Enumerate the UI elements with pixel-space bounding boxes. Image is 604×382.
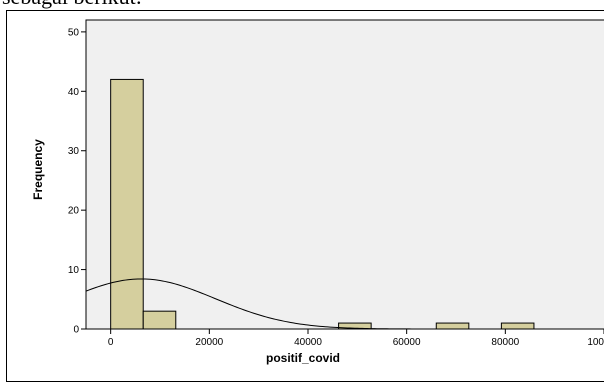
page-header-text: sebagai berikut: [2,0,142,10]
x-tick-label: 40000 [294,337,322,348]
y-tick-label: 50 [68,27,80,38]
histogram-bar-3 [435,322,470,330]
histogram-bar-4 [500,322,535,330]
y-axis-title: Frequency [31,139,45,200]
y-axis: 0 10 20 30 40 50 [68,20,87,336]
y-tick-label: 20 [68,206,80,217]
plot-area [85,19,604,330]
y-tick-label: 30 [68,146,80,157]
x-tick-label: 100000 [587,337,604,348]
histogram-bar-2 [338,322,372,330]
x-tick-label: 80000 [491,337,519,348]
x-tick-label: 0 [108,337,114,348]
y-tick-label: 40 [68,87,80,98]
histogram-bar-0 [110,78,144,330]
histogram-bar-1 [142,310,177,330]
histogram-bars [110,78,535,330]
x-tick-label: 20000 [195,337,223,348]
x-axis-title: positif_covid [266,351,340,365]
x-axis: 0 20000 40000 60000 80000 100000 [86,328,604,348]
normal-curve [85,278,604,330]
y-tick-label: 0 [73,325,79,336]
x-tick-label: 60000 [393,337,421,348]
y-tick-label: 10 [68,265,80,276]
